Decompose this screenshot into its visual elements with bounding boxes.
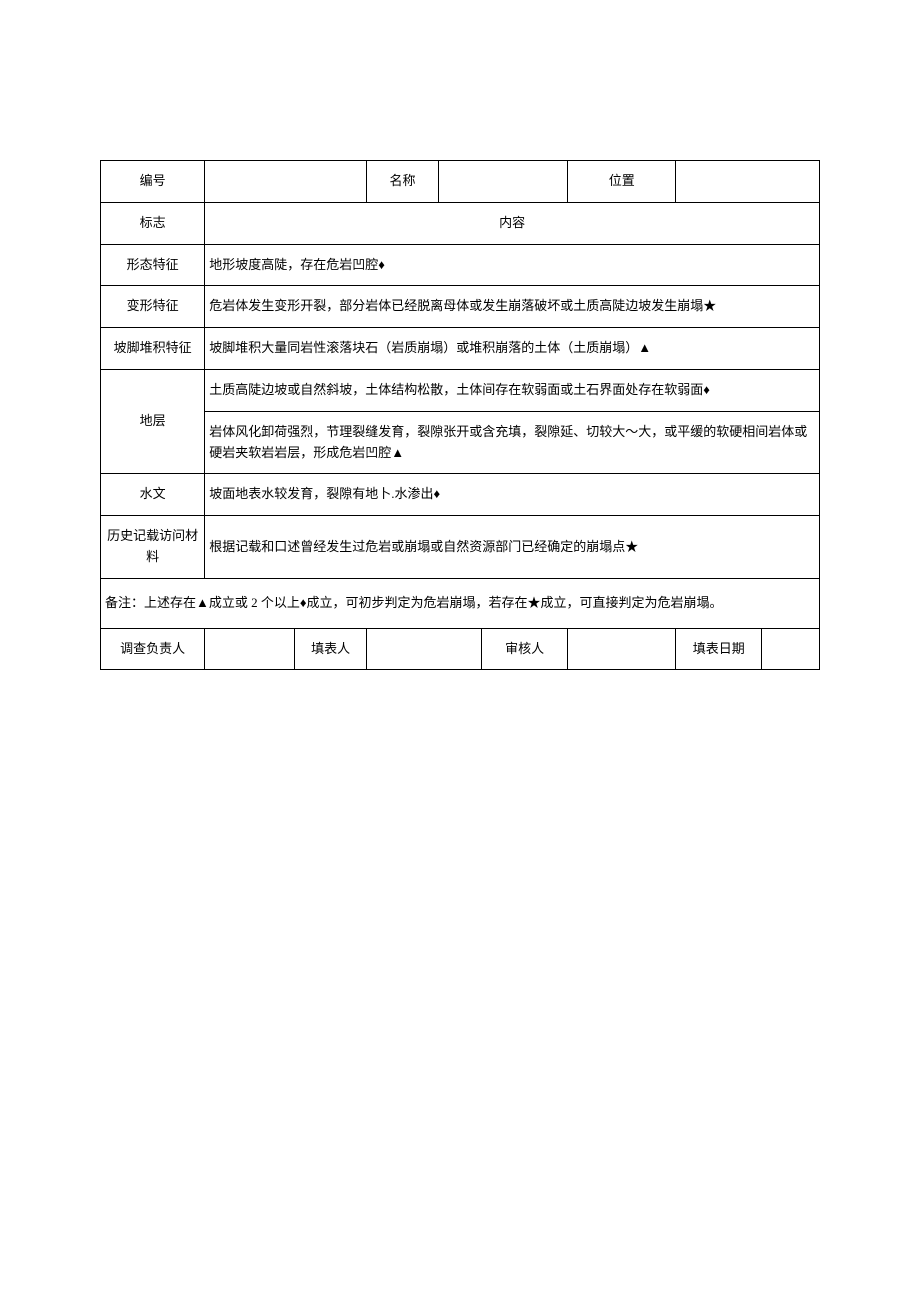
history-row: 历史记载访问材料 根据记载和口述曾经发生过危岩或崩塌或自然资源部门已经确定的崩塌… xyxy=(101,516,820,579)
stratum-label: 地层 xyxy=(101,369,205,473)
date-label: 填表日期 xyxy=(676,628,762,670)
history-content: 根据记载和口述曾经发生过危岩或崩塌或自然资源部门已经确定的崩塌点★ xyxy=(205,516,820,579)
survey-table: 编号 名称 位置 标志 内容 形态特征 地形坡度高陡，存在危岩凹腔♦ 变形特征 … xyxy=(100,160,820,670)
hydrology-row: 水文 坡面地表水较发育，裂隙有地卜.水渗出♦ xyxy=(101,474,820,516)
location-label: 位置 xyxy=(568,161,676,203)
note-content: 备注：上述存在▲成立或 2 个以上♦成立，可初步判定为危岩崩塌，若存在★成立，可… xyxy=(101,578,820,628)
slope-deposit-label: 坡脚堆积特征 xyxy=(101,328,205,370)
slope-deposit-content: 坡脚堆积大量同岩性滚落块石（岩质崩塌）或堆积崩落的土体（土质崩塌）▲ xyxy=(205,328,820,370)
investigator-value xyxy=(205,628,295,670)
investigator-label: 调查负责人 xyxy=(101,628,205,670)
history-label: 历史记载访问材料 xyxy=(101,516,205,579)
stratum-row-1: 地层 土质高陡边坡或自然斜坡，土体结构松散，土体间存在软弱面或土石界面处存在软弱… xyxy=(101,369,820,411)
reviewer-value xyxy=(568,628,676,670)
reviewer-label: 审核人 xyxy=(482,628,568,670)
deformation-label: 变形特征 xyxy=(101,286,205,328)
content-label: 内容 xyxy=(205,202,820,244)
deformation-content: 危岩体发生变形开裂，部分岩体已经脱离母体或发生崩落破坏或土质高陡边坡发生崩塌★ xyxy=(205,286,820,328)
note-row: 备注：上述存在▲成立或 2 个以上♦成立，可初步判定为危岩崩塌，若存在★成立，可… xyxy=(101,578,820,628)
stratum-content-1: 土质高陡边坡或自然斜坡，土体结构松散，土体间存在软弱面或土石界面处存在软弱面♦ xyxy=(205,369,820,411)
column-header-row: 标志 内容 xyxy=(101,202,820,244)
morphology-content: 地形坡度高陡，存在危岩凹腔♦ xyxy=(205,244,820,286)
filler-label: 填表人 xyxy=(295,628,367,670)
filler-value xyxy=(367,628,482,670)
stratum-content-2: 岩体风化卸荷强烈，节理裂缝发育，裂隙张开或含充填，裂隙延、切较大～大，或平缓的软… xyxy=(205,411,820,474)
header-row: 编号 名称 位置 xyxy=(101,161,820,203)
date-value xyxy=(762,628,820,670)
morphology-label: 形态特征 xyxy=(101,244,205,286)
id-label: 编号 xyxy=(101,161,205,203)
slope-deposit-row: 坡脚堆积特征 坡脚堆积大量同岩性滚落块石（岩质崩塌）或堆积崩落的土体（土质崩塌）… xyxy=(101,328,820,370)
hydrology-label: 水文 xyxy=(101,474,205,516)
name-value xyxy=(438,161,567,203)
stratum-row-2: 岩体风化卸荷强烈，节理裂缝发育，裂隙张开或含充填，裂隙延、切较大～大，或平缓的软… xyxy=(101,411,820,474)
sign-label: 标志 xyxy=(101,202,205,244)
footer-row: 调查负责人 填表人 审核人 填表日期 xyxy=(101,628,820,670)
location-value xyxy=(676,161,820,203)
hydrology-content: 坡面地表水较发育，裂隙有地卜.水渗出♦ xyxy=(205,474,820,516)
morphology-row: 形态特征 地形坡度高陡，存在危岩凹腔♦ xyxy=(101,244,820,286)
name-label: 名称 xyxy=(367,161,439,203)
deformation-row: 变形特征 危岩体发生变形开裂，部分岩体已经脱离母体或发生崩落破坏或土质高陡边坡发… xyxy=(101,286,820,328)
id-value xyxy=(205,161,367,203)
